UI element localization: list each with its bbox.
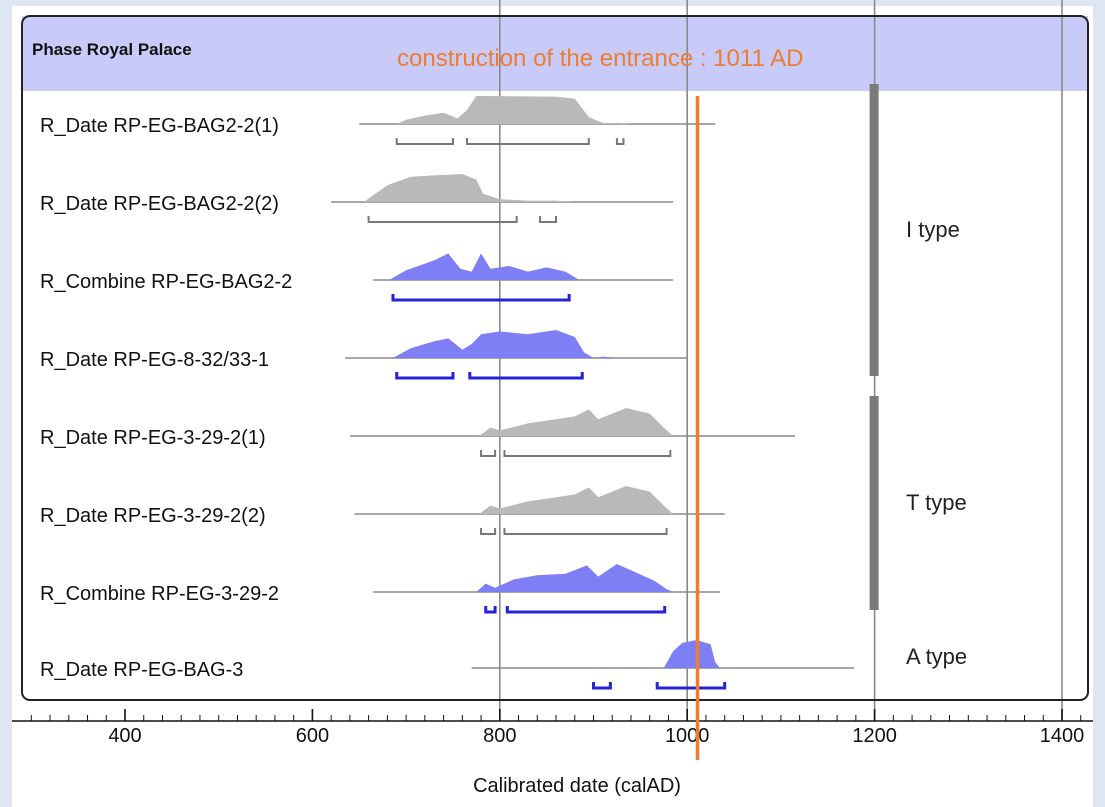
row-label-4: R_Date RP-EG-3-29-2(1) [40, 427, 266, 449]
row-hpd-6-1 [505, 606, 667, 614]
row-hpd-0-1 [466, 138, 590, 145]
right-edge-band [1093, 0, 1105, 807]
row-hpd-1-1 [539, 216, 558, 223]
x-tick-label-800: 800 [483, 725, 516, 747]
x-tick-label-1400: 1400 [1040, 725, 1085, 747]
row-hpd-5-1 [503, 528, 668, 535]
row-hpd-7-0 [592, 682, 612, 690]
group-bars [869, 84, 879, 610]
annotation-text: construction of the entrance : 1011 AD [397, 45, 803, 72]
group-bar-1 [869, 396, 879, 610]
row-hpd-4-0 [480, 450, 497, 457]
left-edge-band [0, 0, 12, 807]
row-distribution-4 [479, 408, 674, 436]
row-label-7: R_Date RP-EG-BAG-3 [40, 659, 243, 681]
row-hpd-0-2 [615, 138, 625, 145]
x-tick-label-1000: 1000 [665, 725, 710, 747]
row-label-0: R_Date RP-EG-BAG2-2(1) [40, 115, 279, 137]
panel-border [21, 15, 1089, 701]
row-hpd-2-0 [391, 294, 571, 302]
x-tick-label-400: 400 [108, 725, 141, 747]
row-distribution-7 [663, 640, 720, 668]
row-hpd-4-1 [503, 450, 672, 457]
group-label-0: I type [906, 217, 960, 242]
row-distribution-3 [393, 330, 617, 358]
phase-band [22, 16, 1088, 91]
group-label-2: A type [906, 644, 967, 669]
row-label-5: R_Date RP-EG-3-29-2(2) [40, 505, 266, 527]
x-tick-label-600: 600 [296, 725, 329, 747]
group-labels: I type T type A type [906, 217, 967, 669]
x-axis-ticks: 400 600 800 1000 1200 1400 [30, 709, 1085, 747]
row-hpd-0-0 [395, 138, 454, 145]
row-hpd-3-1 [468, 372, 584, 380]
row-hpd-7-1 [655, 682, 727, 690]
rows-group: R_Date RP-EG-BAG2-2(1) R_Date RP-EG-BAG2-… [40, 96, 854, 690]
annotation-group: construction of the entrance : 1011 AD [397, 45, 803, 760]
group-bar-0 [869, 84, 879, 376]
row-distribution-1 [363, 174, 575, 202]
row-label-3: R_Date RP-EG-8-32/33-1 [40, 349, 269, 371]
row-label-1: R_Date RP-EG-BAG2-2(2) [40, 193, 279, 215]
row-distribution-6 [476, 564, 674, 592]
row-distribution-0 [396, 96, 631, 124]
x-tick-label-1200: 1200 [852, 725, 897, 747]
row-label-6: R_Combine RP-EG-3-29-2 [40, 583, 279, 605]
group-label-1: T type [906, 490, 967, 515]
row-distribution-5 [479, 486, 674, 514]
row-hpd-5-0 [480, 528, 497, 535]
row-label-2: R_Combine RP-EG-BAG2-2 [40, 271, 292, 293]
top-edge-band [0, 0, 1105, 6]
row-hpd-1-0 [367, 216, 518, 223]
phase-label: Phase Royal Palace [32, 40, 192, 59]
x-axis-label: Calibrated date (calAD) [473, 775, 681, 797]
row-distribution-2 [389, 253, 580, 280]
row-hpd-6-0 [484, 606, 497, 614]
row-hpd-3-0 [395, 372, 455, 380]
